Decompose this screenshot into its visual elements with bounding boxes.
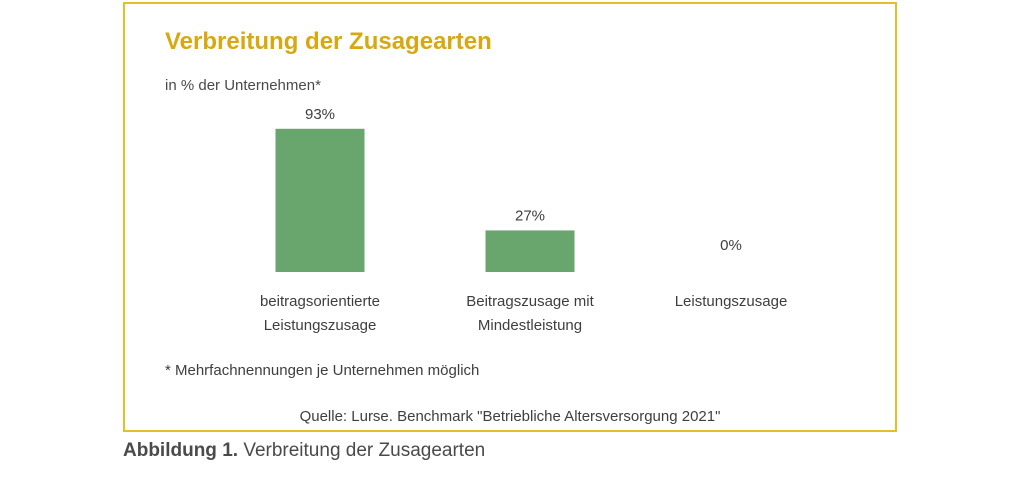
- figure-frame: Verbreitung der Zusagearten in % der Unt…: [123, 2, 897, 432]
- chart-title: Verbreitung der Zusagearten: [165, 28, 492, 55]
- value-label-2: 27%: [515, 207, 545, 224]
- bar-1: [275, 128, 365, 272]
- chart-source: Quelle: Lurse. Benchmark "Betriebliche A…: [299, 408, 721, 425]
- value-label-3: 0%: [720, 237, 742, 254]
- value-label-1: 93%: [305, 106, 335, 123]
- caption-text: Verbreitung der Zusagearten: [238, 440, 486, 461]
- chart-subtitle: in % der Unternehmen*: [165, 77, 321, 94]
- category-label-3-line-1: Leistungszusage: [675, 293, 788, 310]
- category-label-1-line-1: beitragsorientierte: [260, 293, 380, 310]
- bar-2: [485, 230, 575, 272]
- category-label-2-line-1: Beitragszusage mit: [466, 293, 594, 310]
- category-label-1-line-2: Leistungszusage: [264, 317, 377, 334]
- caption-label: Abbildung 1.: [123, 440, 239, 461]
- category-label-2-line-2: Mindestleistung: [478, 317, 582, 334]
- chart-footnote: * Mehrfachnennungen je Unternehmen mögli…: [165, 362, 480, 379]
- figure-caption: Abbildung 1. Verbreitung der Zusagearten: [123, 440, 485, 462]
- bar-chart: 93% beitragsorientierte Leistungszusage 27%…: [260, 106, 788, 334]
